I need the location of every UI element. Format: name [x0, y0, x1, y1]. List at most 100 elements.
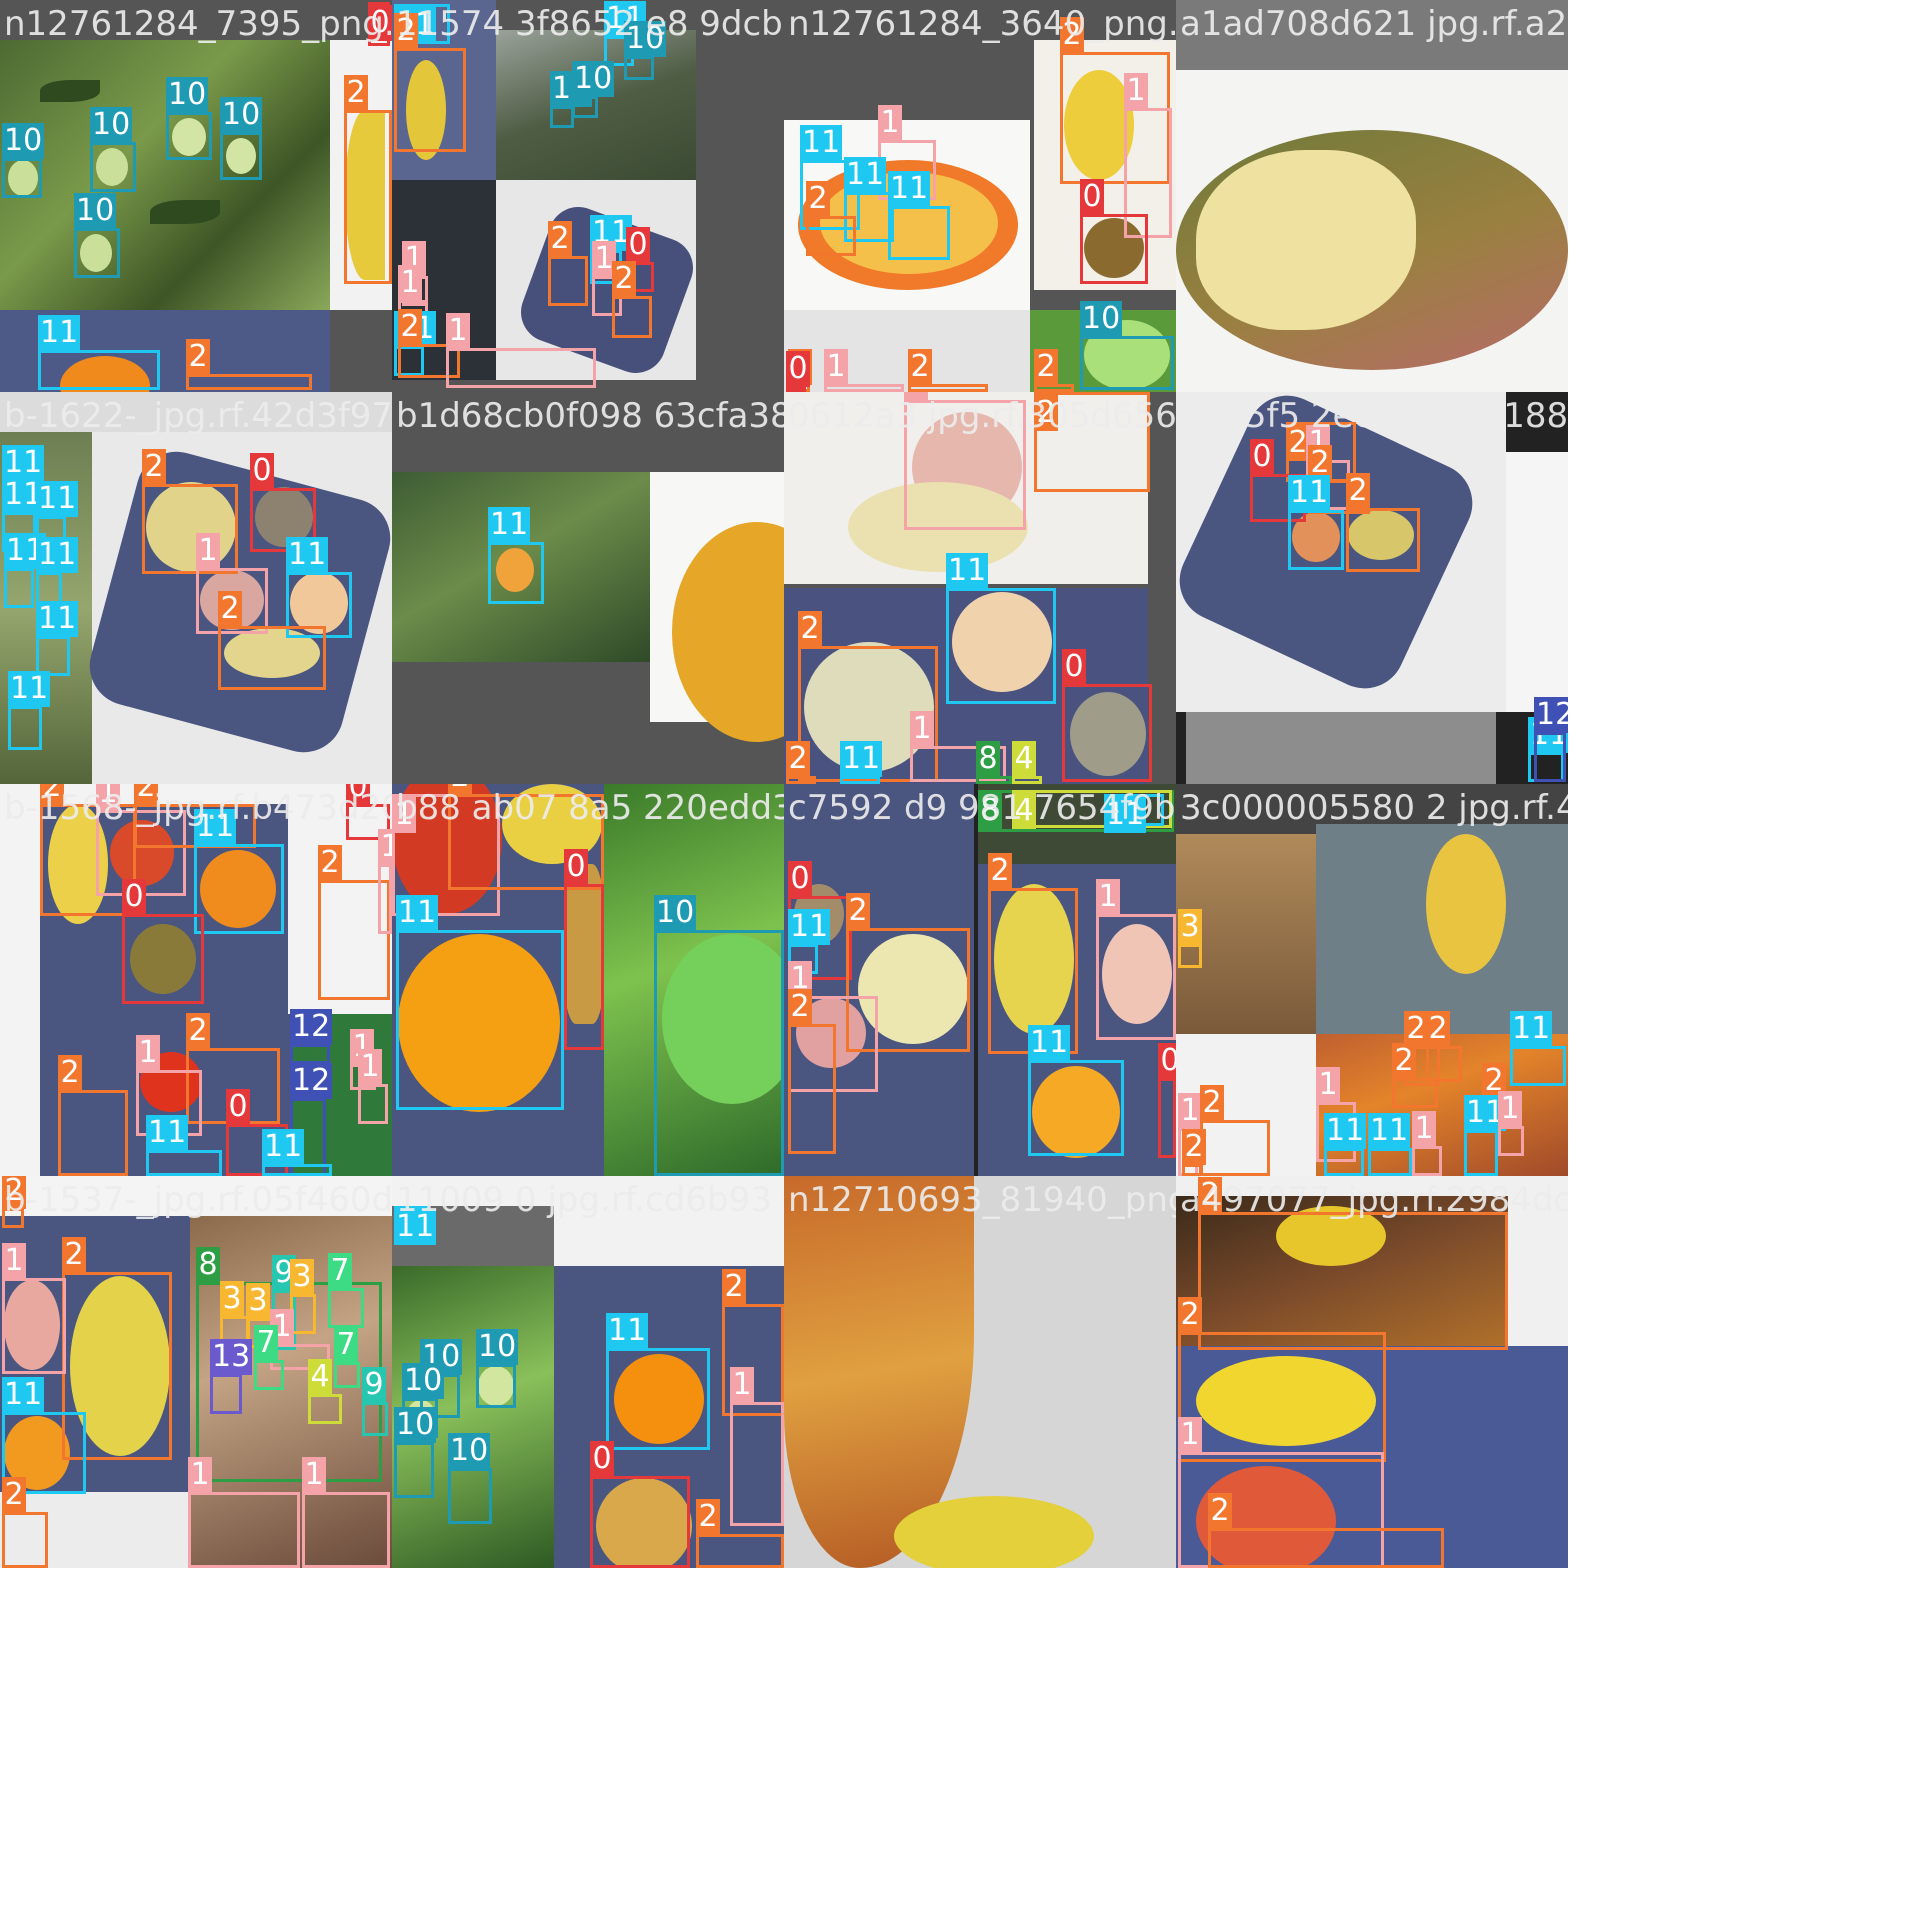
class-label: 9	[362, 1367, 386, 1403]
bounding-box: 2	[548, 221, 588, 306]
class-label: 11	[946, 553, 989, 589]
class-label: 2	[1200, 1085, 1224, 1121]
bounding-box: 2	[696, 1499, 784, 1568]
bounding-box: 11	[36, 537, 79, 612]
class-label: 11	[8, 671, 51, 707]
class-label: 11	[1028, 1025, 1071, 1061]
bounding-box: 11	[1028, 1025, 1124, 1156]
orange-fruit	[496, 548, 534, 592]
class-label: 7	[334, 1327, 358, 1363]
class-label: 3	[1178, 909, 1202, 945]
mosaic-tile: n12761284_3640_png.rf.2962 2 1 11 1 11 2…	[784, 0, 1176, 392]
class-label: 1	[1124, 73, 1148, 109]
class-label: 1	[1096, 879, 1120, 915]
bounding-box: 0	[1158, 1043, 1176, 1158]
class-label: 10	[572, 61, 615, 97]
class-label: 1	[2, 1243, 26, 1279]
bounding-box: 0	[590, 1441, 690, 1568]
class-label: 2	[394, 13, 418, 49]
class-label: 2	[612, 261, 636, 297]
class-label: 2	[908, 349, 932, 385]
bounding-box: 11	[36, 481, 79, 552]
image-filename: n12761284_7395_png.rf.6	[4, 4, 392, 44]
class-label: 4	[1012, 793, 1036, 829]
bounding-box: 11	[394, 1206, 437, 1245]
image-filename: a497077_jpg.rf.2984dc9beb5	[1180, 1180, 1568, 1220]
class-label: 1	[730, 1367, 754, 1403]
class-label: 11	[146, 1115, 189, 1151]
bounding-box: 2	[1404, 1011, 1440, 1086]
mosaic-tile: c7592 d9 981 7654f9b249d 0 2 11 1 2 2 1 …	[784, 784, 1176, 1176]
class-label: 10	[74, 193, 117, 229]
bounding-box: 11	[800, 125, 860, 230]
class-label: 0	[250, 453, 274, 489]
mosaic-tile: a497077_jpg.rf.2984dc9beb5 2 2 1 2	[1176, 1176, 1568, 1568]
apple-fruit	[1102, 924, 1172, 1024]
class-label: 10	[654, 895, 697, 931]
bounding-box: 1	[392, 794, 500, 916]
bounding-box: 2	[142, 449, 238, 574]
bounding-box: 10	[448, 1433, 492, 1524]
bounding-box: 1	[188, 1457, 300, 1568]
class-label: 10	[476, 1329, 519, 1365]
bounding-box: 1	[1412, 1111, 1442, 1176]
bounding-box: 2	[394, 13, 466, 152]
mango-tree-image	[0, 40, 330, 310]
bounding-box: 11	[606, 1313, 710, 1450]
apple-fruit	[110, 820, 174, 886]
class-label: 3	[290, 1259, 314, 1295]
bounding-box: 10	[90, 107, 136, 192]
bounding-box: 11	[1464, 1095, 1507, 1176]
bounding-box: 2	[1060, 17, 1170, 184]
class-label: 1	[910, 711, 934, 747]
class-label: 11	[1104, 797, 1147, 833]
bounding-box: 0	[122, 879, 204, 1004]
custard-apple	[564, 864, 604, 1024]
mosaic-tile: 3c000005580 2 jpg.rf.410e3 3 2 2 2 11 2 …	[1176, 784, 1568, 1176]
class-label: 2	[1034, 349, 1058, 385]
class-label: 7	[328, 1253, 352, 1289]
class-label: 1	[136, 1035, 160, 1071]
bounding-box: 2	[1198, 1177, 1508, 1350]
image-filename: b1d68cb0f098 63cfa387ece4f	[396, 396, 784, 436]
bounding-box: 11	[36, 601, 79, 676]
class-label: 10	[90, 107, 133, 143]
bounding-box: 10	[74, 193, 120, 278]
class-label: 0	[122, 879, 146, 915]
bounding-box: 0	[346, 784, 390, 840]
class-label: 10	[624, 21, 667, 57]
class-label: 0	[1062, 649, 1086, 685]
bounding-box: 2	[806, 181, 856, 256]
mosaic-tile: b475f5 2ee 96 b1a18880 2 1 0 2 11 2 11 1…	[1176, 392, 1568, 784]
mango-fruit	[226, 138, 256, 174]
bounding-box: 0	[786, 351, 810, 392]
class-label: 1	[378, 829, 392, 865]
class-label: 1	[398, 265, 422, 301]
mosaic-tile: 0612a3 jpg.rf.305d656aba86a 1 2 11 2 0 1…	[784, 392, 1176, 784]
bounding-box: 11	[396, 895, 564, 1110]
class-label: 2	[40, 784, 64, 805]
class-label: 11	[262, 1129, 305, 1165]
bounding-box: 1	[730, 1367, 784, 1526]
bounding-box: 1	[910, 711, 1006, 782]
mango-fruit	[80, 234, 112, 272]
bounding-box: 2	[786, 741, 816, 784]
class-label: 11	[888, 171, 931, 207]
bounding-box: 1	[378, 829, 392, 934]
class-label: 10	[394, 1407, 437, 1443]
class-label: 2	[1426, 1011, 1450, 1047]
image-filename: b-1568-_jpg.rf.b473d207c39	[4, 788, 392, 828]
bounding-box: 1	[2, 1243, 66, 1374]
class-label: 10	[448, 1433, 491, 1469]
bounding-box: 11	[946, 553, 1056, 704]
class-label: 2	[696, 1499, 720, 1535]
class-label: 1	[878, 105, 902, 141]
banana-shape	[406, 60, 446, 160]
custard-apple	[1084, 218, 1144, 278]
class-label: 11	[488, 507, 531, 543]
bounding-box: 2	[1426, 1011, 1462, 1082]
class-label: 0	[346, 784, 370, 805]
bounding-box: 2	[846, 893, 970, 1052]
mosaic-tile: 11574 3f8652 e8 9dcbb7628 11 2 11 10 10 …	[392, 0, 784, 392]
